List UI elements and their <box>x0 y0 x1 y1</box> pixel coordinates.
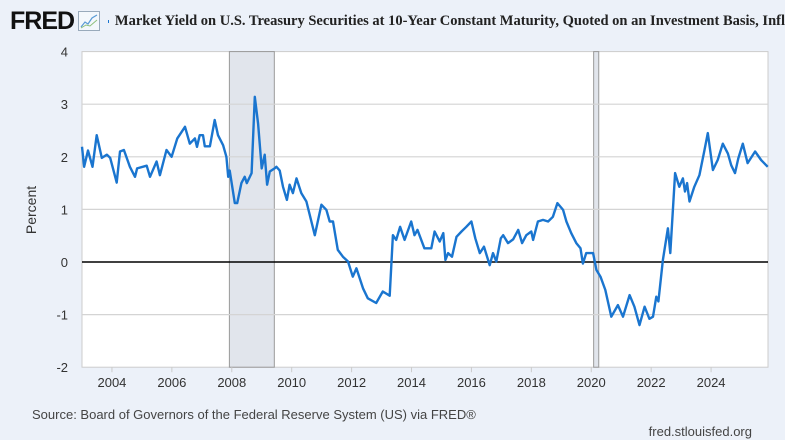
source-note: Source: Board of Governors of the Federa… <box>32 407 476 422</box>
chart-header: FRED Market Yield on U.S. Treasury Secur… <box>10 6 785 36</box>
x-tick-label: 2004 <box>97 375 126 390</box>
y-tick-label: 2 <box>61 150 68 165</box>
x-tick-label: 2010 <box>277 375 306 390</box>
chart-title: Market Yield on U.S. Treasury Securities… <box>114 12 785 29</box>
site-link[interactable]: fred.stlouisfed.org <box>648 424 752 439</box>
y-axis-label: Percent <box>23 186 39 234</box>
fred-logo[interactable]: FRED <box>10 6 75 35</box>
y-tick-label: 4 <box>61 45 68 60</box>
y-tick-label: 3 <box>61 97 68 112</box>
x-tick-label: 2018 <box>517 375 546 390</box>
y-tick-label: 1 <box>61 202 68 217</box>
x-tick-label: 2024 <box>697 375 726 390</box>
y-tick-label: -2 <box>56 360 68 375</box>
x-tick-label: 2012 <box>337 375 366 390</box>
y-tick-label: 0 <box>61 255 68 270</box>
y-tick-label: -1 <box>56 308 68 323</box>
x-tick-label: 2022 <box>637 375 666 390</box>
line-chart-icon <box>78 11 101 31</box>
legend-swatch <box>108 19 109 23</box>
x-tick-label: 2006 <box>157 375 186 390</box>
x-tick-label: 2016 <box>457 375 486 390</box>
x-tick-label: 2008 <box>217 375 246 390</box>
series-line <box>80 95 769 327</box>
x-tick-label: 2014 <box>397 375 426 390</box>
x-tick-label: 2020 <box>577 375 606 390</box>
